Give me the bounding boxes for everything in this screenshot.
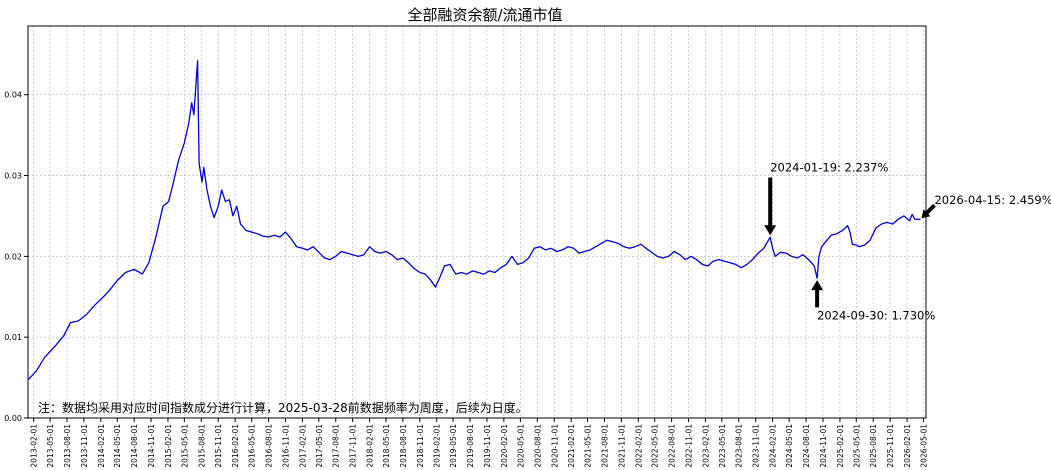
x-tick-label: 2017-02-01	[298, 424, 307, 468]
x-tick-label: 2019-02-01	[433, 424, 442, 468]
chart-title: 全部融资余额/流通市值	[407, 6, 562, 24]
x-tick-label: 2025-05-01	[852, 424, 861, 468]
x-tick-label: 2014-11-01	[147, 424, 156, 468]
x-tick-label: 2018-08-01	[399, 424, 408, 468]
x-tick-label: 2013-02-01	[30, 424, 39, 468]
annotation: 2024-01-19: 2.237%	[764, 160, 888, 236]
plot-frame	[27, 25, 927, 419]
x-tick-label: 2016-11-01	[282, 424, 291, 468]
x-tick-label: 2022-05-01	[651, 424, 660, 468]
x-tick-label: 2015-08-01	[197, 424, 206, 468]
x-tick-label: 2018-02-01	[366, 424, 375, 468]
x-tick-label: 2013-05-01	[46, 424, 55, 468]
x-tick-label: 2022-08-01	[668, 424, 677, 468]
x-tick-label: 2023-08-01	[735, 424, 744, 468]
x-tick-label: 2014-08-01	[130, 424, 139, 468]
annotation-label: 2024-09-30: 1.730%	[817, 308, 935, 322]
annotation-arrowhead	[764, 225, 777, 236]
chart-note: 注：数据均采用对应时间指数成分进行计算，2025-03-28前数据频率为周度，后…	[38, 400, 528, 415]
annotation: 2024-09-30: 1.730%	[811, 280, 935, 322]
x-tick-label: 2021-02-01	[567, 424, 576, 468]
x-tick-label: 2021-11-01	[617, 424, 626, 468]
annotation: 2026-04-15: 2.459%	[921, 193, 1051, 219]
x-tick-label: 2026-02-01	[903, 424, 912, 468]
x-tick-label: 2020-11-01	[550, 424, 559, 468]
x-tick-label: 2018-05-01	[382, 424, 391, 468]
x-tick-label: 2019-08-01	[466, 424, 475, 468]
annotation-arrowhead	[921, 209, 931, 219]
x-tick-label: 2022-11-01	[685, 424, 694, 468]
annotation-label: 2026-04-15: 2.459%	[934, 193, 1051, 207]
x-tick-label: 2023-02-01	[701, 424, 710, 468]
series-layer	[28, 60, 921, 380]
y-tick-label: 0.01	[4, 333, 22, 342]
series-line	[28, 60, 921, 380]
x-tick-label: 2015-11-01	[214, 424, 223, 468]
x-tick-label: 2015-02-01	[164, 424, 173, 468]
x-tick-label: 2013-11-01	[80, 424, 89, 468]
annotation-label: 2024-01-19: 2.237%	[770, 160, 888, 174]
x-tick-label: 2019-11-01	[483, 424, 492, 468]
y-tick-label: 0.03	[4, 172, 22, 181]
annotation-arrowhead	[811, 280, 824, 291]
x-tick-label: 2013-08-01	[63, 424, 72, 468]
x-tick-label: 2016-02-01	[231, 424, 240, 468]
x-tick-label: 2023-05-01	[718, 424, 727, 468]
x-tick-label: 2025-02-01	[836, 424, 845, 468]
x-tick-label: 2022-02-01	[634, 424, 643, 468]
annotation-arrow	[925, 203, 936, 215]
x-tick-label: 2017-05-01	[315, 424, 324, 468]
x-tick-label: 2023-11-01	[752, 424, 761, 468]
x-tick-label: 2024-02-01	[769, 424, 778, 468]
y-tick-label: 0.00	[4, 414, 22, 423]
x-tick-label: 2016-05-01	[248, 424, 257, 468]
grid	[28, 26, 926, 419]
x-tick-label: 2025-11-01	[886, 424, 895, 468]
y-tick-label: 0.02	[4, 252, 22, 261]
x-tick-label: 2015-05-01	[180, 424, 189, 468]
x-tick-label: 2017-08-01	[332, 424, 341, 468]
x-tick-label: 2019-05-01	[449, 424, 458, 468]
x-tick-label: 2025-08-01	[869, 424, 878, 468]
x-tick-label: 2014-02-01	[97, 424, 106, 468]
x-tick-label: 2024-11-01	[819, 424, 828, 468]
axes: 0.00 0.01 0.02 0.03 0.04 2013-02-01 2013-05-01…	[4, 25, 928, 468]
x-tick-label: 2016-08-01	[265, 424, 274, 468]
x-tick-label: 2024-05-01	[785, 424, 794, 468]
x-tick-label: 2014-05-01	[113, 424, 122, 468]
annotations: 2024-01-19: 2.237% 2024-09-30: 1.730% 2026…	[764, 160, 1051, 322]
y-tick-label: 0.04	[4, 91, 22, 100]
x-tick-label: 2020-05-01	[516, 424, 525, 468]
x-tick-label: 2020-02-01	[500, 424, 509, 468]
x-tick-label: 2021-05-01	[584, 424, 593, 468]
x-tick-label: 2017-11-01	[349, 424, 358, 468]
x-tick-label: 2024-08-01	[802, 424, 811, 468]
x-tick-label: 2018-11-01	[416, 424, 425, 468]
x-tick-label: 2021-08-01	[600, 424, 609, 468]
x-tick-label: 2026-05-01	[919, 424, 928, 468]
x-tick-label: 2020-08-01	[533, 424, 542, 468]
